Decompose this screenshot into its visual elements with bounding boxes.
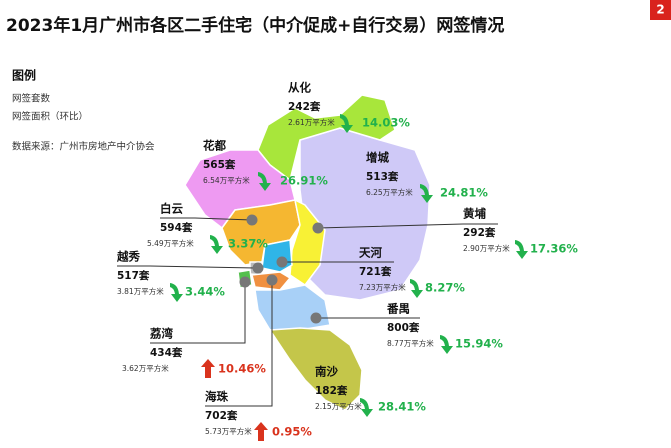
district-area: 3.62万平方米 <box>122 363 169 373</box>
change-percent: 0.95% <box>272 425 312 439</box>
location-dot <box>276 256 288 268</box>
legend-item: 网签面积（环比） <box>12 111 88 123</box>
district-name: 南沙 <box>315 365 338 379</box>
change-percent: 10.46% <box>218 362 266 376</box>
district-area: 8.77万平方米 <box>387 338 434 348</box>
arrow-down <box>515 240 528 259</box>
arrow-down <box>360 398 373 417</box>
change-percent: 15.94% <box>455 337 503 351</box>
district-count: 565套 <box>203 158 236 171</box>
leader-line <box>160 217 253 221</box>
region-huadu <box>184 149 296 230</box>
district-count: 292套 <box>463 226 496 239</box>
district-name: 花都 <box>203 139 226 153</box>
arrow-down <box>210 235 223 254</box>
district-name: 荔湾 <box>149 327 173 341</box>
district-name: 从化 <box>288 81 311 95</box>
district-area: 2.90万平方米 <box>463 243 510 253</box>
title: 2023年1月广州市各区二手住宅（中介促成+自行交易）网签情况 <box>6 15 504 36</box>
district-count: 182套 <box>315 384 348 397</box>
district-name: 番禺 <box>386 302 410 316</box>
district-name: 海珠 <box>205 390 228 404</box>
district-count: 721套 <box>359 265 392 278</box>
district-count: 434套 <box>150 346 183 359</box>
leader-line <box>205 280 273 407</box>
district-name: 越秀 <box>116 250 140 264</box>
arrow-down <box>440 335 453 354</box>
location-dot <box>310 312 322 324</box>
source: 数据来源：广州市房地产中介协会 <box>12 141 155 153</box>
leader-line <box>317 223 498 229</box>
leader-line <box>117 265 259 269</box>
change-percent: 3.44% <box>185 285 225 299</box>
district-name: 黄埔 <box>463 207 486 221</box>
district-area: 6.25万平方米 <box>366 187 413 197</box>
location-dot <box>246 214 258 226</box>
district-count: 513套 <box>366 170 399 183</box>
district-count: 517套 <box>117 269 150 282</box>
arrow-down <box>258 172 271 191</box>
leader-line <box>150 282 246 344</box>
location-dot <box>312 222 324 234</box>
location-dot <box>239 276 251 288</box>
location-dot <box>266 274 278 286</box>
change-percent: 26.91% <box>280 174 328 188</box>
district-area: 5.73万平方米 <box>205 426 252 436</box>
district-name: 增城 <box>366 151 389 165</box>
change-percent: 17.36% <box>530 242 578 256</box>
change-percent: 8.27% <box>425 281 465 295</box>
change-percent: 14.03% <box>362 116 410 130</box>
legend-item: 网签套数 <box>12 93 51 105</box>
region-nansha <box>268 327 363 411</box>
arrow-down <box>170 283 183 302</box>
district-count: 702套 <box>205 409 238 422</box>
arrow-down <box>410 279 423 298</box>
change-percent: 24.81% <box>440 186 488 200</box>
location-dot <box>252 262 264 274</box>
district-count: 800套 <box>387 321 420 334</box>
district-area: 7.23万平方米 <box>359 282 406 292</box>
district-count: 242套 <box>288 100 321 113</box>
change-percent: 3.37% <box>228 237 268 251</box>
district-area: 2.15万平方米 <box>315 401 362 411</box>
district-name: 白云 <box>160 202 183 216</box>
change-percent: 28.41% <box>378 400 426 414</box>
district-count: 594套 <box>160 221 193 234</box>
district-area: 2.61万平方米 <box>288 117 335 127</box>
district-name: 天河 <box>359 246 382 260</box>
arrow-down <box>340 114 353 133</box>
arrow-up <box>254 422 268 441</box>
district-area: 5.49万平方米 <box>147 238 194 248</box>
badge-text: 2 <box>656 3 664 17</box>
arrow-up <box>201 359 215 378</box>
district-area: 6.54万平方米 <box>203 175 250 185</box>
legend-title: 图例 <box>12 68 36 83</box>
district-area: 3.81万平方米 <box>117 286 164 296</box>
page-badge <box>650 0 671 20</box>
arrow-down <box>420 184 433 203</box>
